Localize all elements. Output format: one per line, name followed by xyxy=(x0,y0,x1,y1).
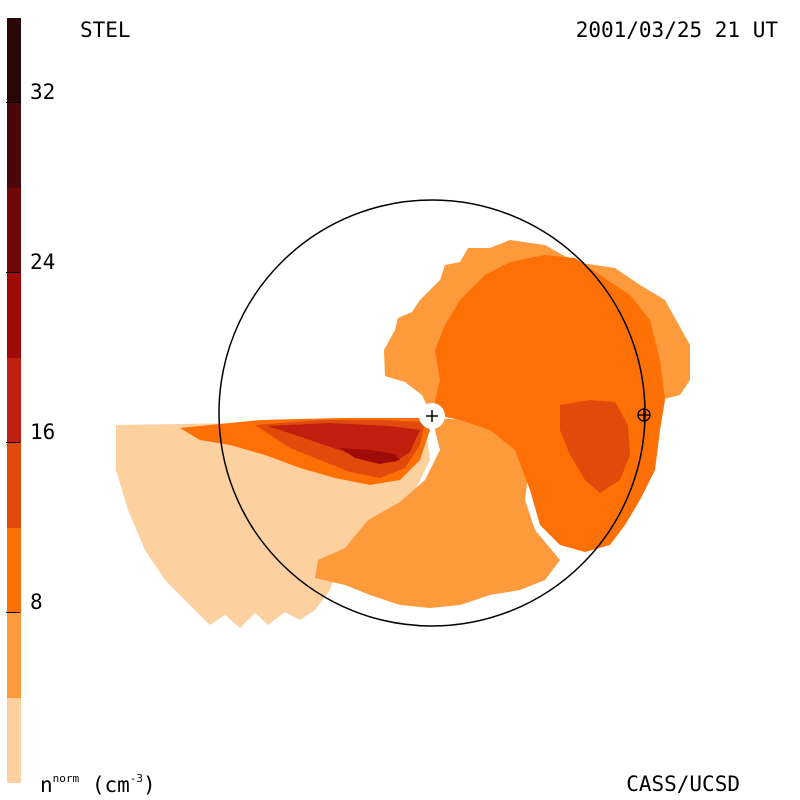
colorbar-tick-label: 16 xyxy=(30,420,56,444)
timestamp-label: 2001/03/25 21 UT xyxy=(575,18,778,42)
colorbar-level-2 xyxy=(7,613,21,698)
colorbar xyxy=(7,18,21,783)
units-paren: (cm xyxy=(91,773,130,797)
colorbar-tick-16 xyxy=(6,442,20,443)
colorbar-level-1 xyxy=(7,698,21,783)
density-region-level-6 xyxy=(340,448,400,464)
colorbar-level-9 xyxy=(7,18,21,103)
density-region-level-4 xyxy=(560,400,630,493)
units-superscript: norm xyxy=(52,772,80,785)
units-base: n xyxy=(40,773,53,797)
units-exponent: -3 xyxy=(129,772,143,785)
density-region-level-2 xyxy=(315,418,560,608)
colorbar-tick-8 xyxy=(6,612,20,613)
colorbar-level-7 xyxy=(7,188,21,273)
colorbar-level-6 xyxy=(7,273,21,358)
colorbar-tick-label: 32 xyxy=(30,80,56,104)
colorbar-level-4 xyxy=(7,443,21,528)
earth-orbit-circle xyxy=(218,199,646,627)
units-close: ) xyxy=(143,773,156,797)
colorbar-tick-32 xyxy=(6,102,20,103)
instrument-label: STEL xyxy=(80,18,131,42)
colorbar-tick-24 xyxy=(6,272,20,273)
colorbar-tick-label: 24 xyxy=(30,250,56,274)
credit-label: CASS/UCSD xyxy=(626,772,740,796)
colorbar-level-3 xyxy=(7,528,21,613)
colorbar-tick-label: 8 xyxy=(30,590,43,614)
colorbar-level-8 xyxy=(7,103,21,188)
units-label: nnorm (cm-3) xyxy=(40,772,156,797)
colorbar-level-5 xyxy=(7,358,21,443)
